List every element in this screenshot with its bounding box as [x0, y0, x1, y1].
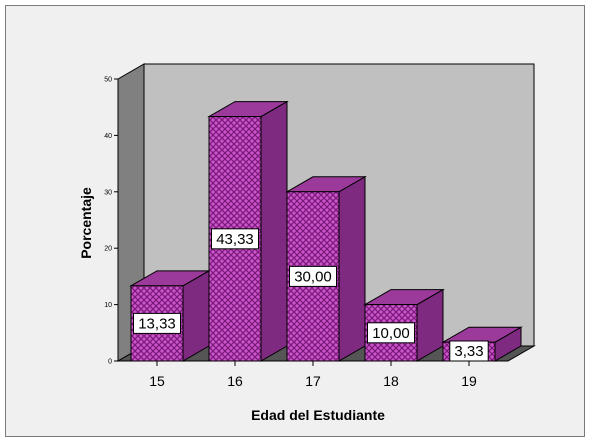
- data-label: 43,33: [216, 231, 254, 248]
- bar-side: [260, 100, 288, 362]
- data-label-box: [449, 340, 489, 362]
- data-label-17: 30,00: [289, 265, 337, 287]
- data-label-15: 13,33: [133, 312, 181, 334]
- x-tick-label: 15: [149, 373, 165, 389]
- x-tick-label: 17: [305, 373, 321, 389]
- y-tick-label: 40: [104, 133, 112, 140]
- bar-side: [182, 269, 210, 362]
- y-tick-label: 20: [104, 246, 112, 253]
- x-axis-title: Edad del Estudiante: [251, 407, 385, 423]
- data-label-box: [367, 322, 415, 344]
- bar-side: [338, 175, 366, 362]
- bar-18: [363, 288, 445, 362]
- y-tick-label: 50: [104, 77, 112, 84]
- data-label-16: 43,33: [211, 228, 259, 250]
- data-label: 3,33: [454, 343, 483, 360]
- data-label-box: [133, 312, 181, 334]
- y-tick-label: 10: [104, 302, 112, 309]
- data-label: 13,33: [138, 315, 176, 332]
- data-label: 10,00: [372, 325, 410, 342]
- x-tick-label: 18: [383, 373, 399, 389]
- y-axis-title: Porcentaje: [78, 187, 94, 259]
- data-label-box: [289, 265, 337, 287]
- data-label-18: 10,00: [367, 322, 415, 344]
- data-label-box: [211, 228, 259, 250]
- x-tick-label: 16: [227, 373, 243, 389]
- x-tick-label: 19: [461, 373, 477, 389]
- y-tick-label: 0: [108, 359, 112, 366]
- bar-chart: 0 10 20 30 40 50 15 16 17 18 19 13,33 43,33 30,00 10…: [78, 63, 536, 423]
- y-tick-label: 30: [104, 189, 112, 196]
- chart-frame: 0 10 20 30 40 50 15 16 17 18 19 13,33 43,33 30,00 10…: [5, 5, 585, 437]
- data-label-19: 3,33: [449, 340, 489, 362]
- data-label: 30,00: [294, 268, 332, 285]
